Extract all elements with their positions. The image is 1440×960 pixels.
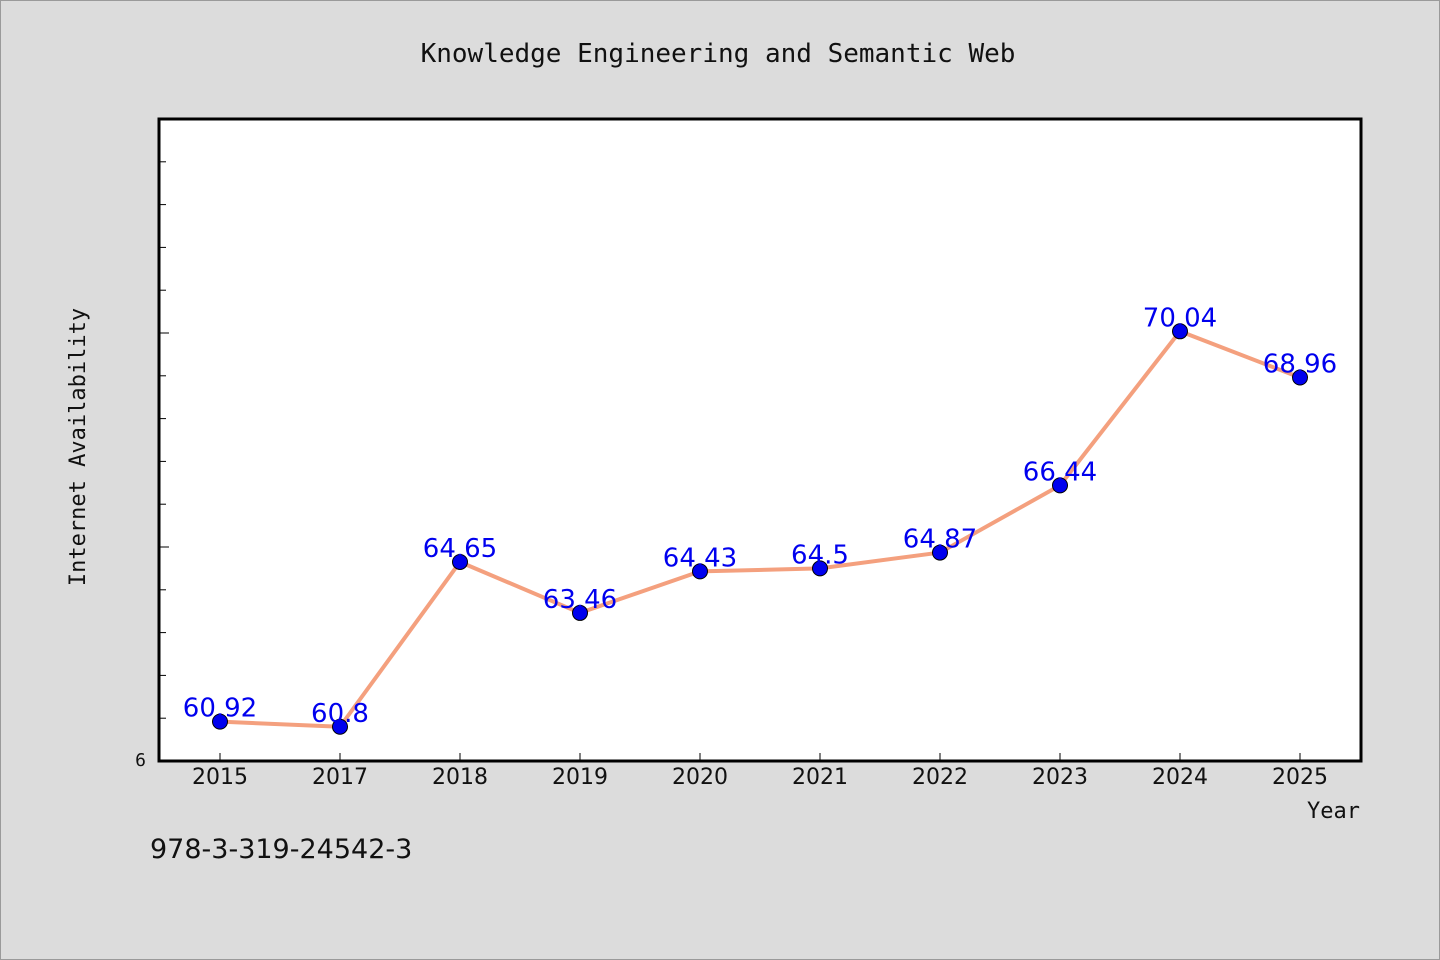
x-tick-label: 2019: [552, 765, 608, 790]
x-tick-label: 2022: [912, 765, 968, 790]
x-axis: 2015 2017 2018 2019 2020 2021 2022 2023 2024 2025: [192, 753, 1328, 790]
y-axis: [159, 161, 169, 719]
x-tick-label: 2024: [1152, 765, 1208, 790]
data-point: [452, 553, 468, 570]
data-label: 66.44: [1023, 457, 1097, 487]
plot-area: [157, 117, 1363, 763]
x-tick-label: 2021: [792, 765, 848, 790]
data-point: [1292, 369, 1308, 386]
x-tick-label: 2017: [312, 765, 368, 790]
x-tick-label: 2018: [432, 765, 488, 790]
data-label: 64.65: [423, 534, 497, 564]
x-axis-label: Year: [1307, 799, 1360, 824]
data-label: 68.96: [1263, 350, 1337, 380]
data-point: [212, 713, 228, 730]
x-tick-label: 2015: [192, 765, 248, 790]
chart-title: Knowledge Engineering and Semantic Web: [421, 39, 1016, 69]
data-label: 64.87: [903, 525, 977, 555]
x-tick-label: 2025: [1272, 765, 1328, 790]
data-label: 60.8: [311, 699, 369, 729]
data-label: 70.04: [1143, 303, 1217, 333]
x-tick-label: 2023: [1032, 765, 1088, 790]
isbn-code: 978-3-319-24542-3: [150, 834, 413, 865]
series-group: 60.92 60.8 64.65 63.46 64.43 64.5 64.87 66.44 70…: [183, 303, 1337, 735]
data-label: 60.92: [183, 694, 257, 724]
data-point: [1052, 477, 1068, 494]
data-label: 63.46: [543, 585, 617, 615]
data-point: [692, 563, 708, 580]
x-tick-label: 2020: [672, 765, 728, 790]
data-point: [932, 544, 948, 561]
data-label: 64.5: [791, 540, 849, 570]
y-tick-label: 6: [135, 750, 146, 771]
y-axis-label: Internet Availability: [66, 308, 91, 586]
data-point: [1172, 323, 1188, 340]
series-line: [219, 329, 1301, 729]
data-point: [332, 718, 348, 735]
data-point: [812, 560, 828, 577]
data-point: [572, 604, 588, 621]
data-label: 64.43: [663, 543, 737, 573]
